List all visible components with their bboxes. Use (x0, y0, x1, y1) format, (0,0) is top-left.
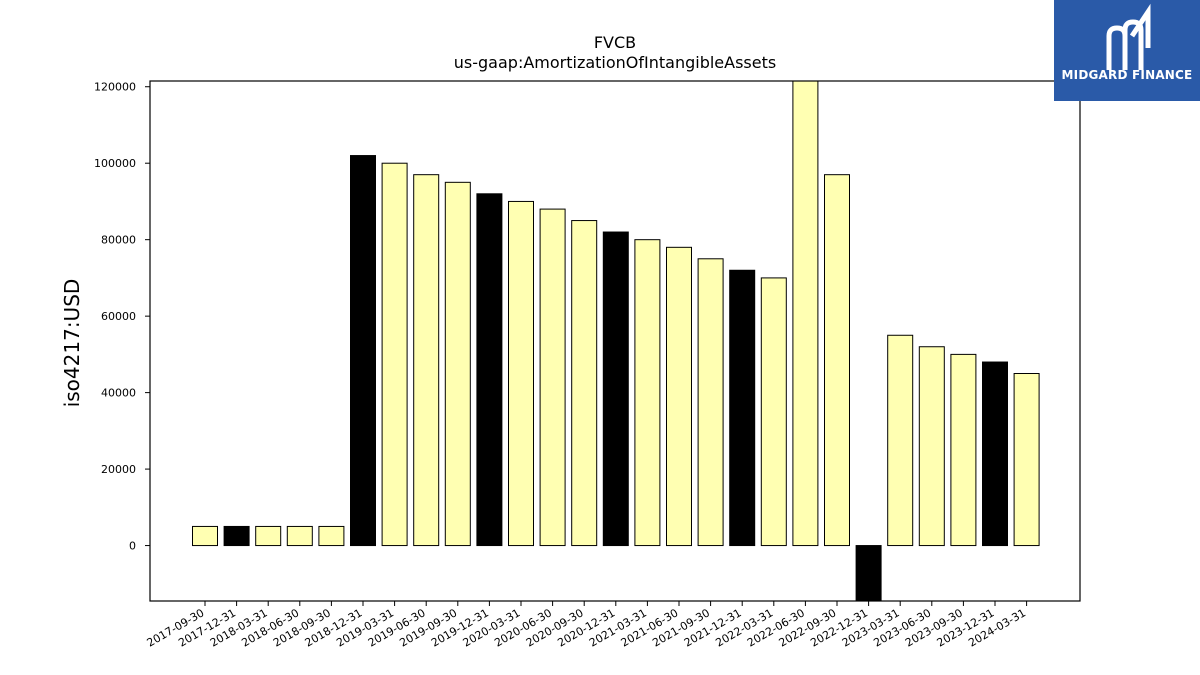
bar-2021-06-30 (666, 246, 692, 547)
bar-2023-03-31 (887, 334, 914, 547)
y-tick-label: 80000 (101, 234, 136, 247)
chart-title: FVCB (594, 33, 636, 52)
bar-2021-03-31 (634, 239, 661, 547)
bar-2019-06-30 (413, 174, 440, 547)
midgard-finance-logo: MIDGARD FINANCE (1054, 0, 1200, 101)
bar-2023-06-30 (918, 346, 945, 547)
midgard-logo-icon (1106, 3, 1151, 70)
y-tick-label: 120000 (94, 81, 136, 94)
bar-2018-03-31 (255, 525, 282, 547)
bar-2024-03-31 (1013, 373, 1040, 547)
bar-2019-03-31 (381, 162, 408, 547)
bar-2023-09-30 (950, 353, 977, 547)
y-tick-label: 0 (129, 540, 136, 553)
bar-2022-06-30 (792, 81, 819, 547)
bar-2022-03-31 (760, 277, 787, 547)
bar-2019-12-31 (476, 193, 503, 547)
bar-2022-12-31 (855, 545, 882, 601)
y-tick-label: 60000 (101, 310, 136, 323)
plot-frame (149, 80, 1081, 602)
bar-2017-09-30 (192, 525, 218, 547)
bars-group (192, 81, 1040, 601)
bar-2018-09-30 (318, 525, 345, 547)
bar-2017-12-31 (223, 525, 250, 547)
bar-2021-09-30 (697, 258, 724, 547)
y-tick-label: 40000 (101, 387, 136, 400)
bar-2020-03-31 (508, 200, 534, 547)
chart-subtitle: us-gaap:AmortizationOfIntangibleAssets (454, 53, 776, 72)
y-axis-label: iso4217:USD (60, 279, 84, 408)
bar-2020-06-30 (539, 208, 566, 547)
bar-2021-12-31 (729, 269, 756, 547)
bar-2023-12-31 (982, 361, 1008, 547)
bar-2019-09-30 (444, 181, 471, 547)
bar-2022-09-30 (824, 174, 850, 547)
bar-2020-09-30 (571, 220, 598, 547)
y-tick-label: 20000 (101, 463, 136, 476)
bar-2018-06-30 (286, 525, 313, 547)
bar-2018-12-31 (350, 155, 376, 547)
bar-2020-12-31 (602, 231, 629, 547)
y-tick-label: 100000 (94, 157, 136, 170)
logo-text: MIDGARD FINANCE (1061, 68, 1193, 82)
